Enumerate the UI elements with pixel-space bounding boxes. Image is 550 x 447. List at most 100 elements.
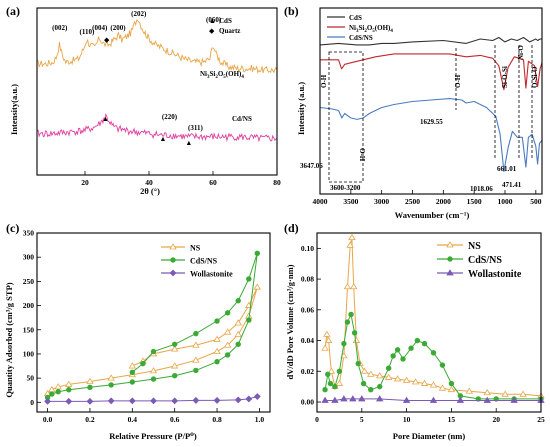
series-label-cd-ns: Cd/NS <box>232 115 252 123</box>
panel-c-xtick-label: 0.4 <box>128 415 138 424</box>
xrd-line-cd-ns <box>36 113 278 143</box>
legend-c-marker-ns <box>169 243 177 250</box>
pore-point-wollastonite <box>483 396 491 403</box>
band-label-oh-2: O-H <box>454 74 462 88</box>
pore-point-cds-ns <box>322 387 328 393</box>
panel-b-xtick-label: 4000 <box>313 197 328 206</box>
pore-point-ns <box>384 373 393 380</box>
xrd-peak-label: (002) <box>52 24 68 32</box>
isotherm-point-cds-ns <box>66 387 72 393</box>
isotherm-point-ns <box>149 367 158 374</box>
pore-point-cds-ns <box>390 353 396 359</box>
panel-d-xtick-label: 25 <box>537 415 545 424</box>
isotherm-point-wollastonite <box>171 397 179 405</box>
panel-c-label: (c) <box>6 221 19 235</box>
legend-c-label-cds-ns: CdS/NS <box>190 257 218 266</box>
pore-line-cds-ns <box>324 312 541 400</box>
xrd-peak-label: (060) <box>206 16 222 24</box>
series-label-ni3si2o5: Ni3Si2O5(OH)4 <box>200 70 244 80</box>
xrd-line-ni3si2o5 <box>36 19 278 74</box>
isotherm-point-wollastonite <box>234 396 242 404</box>
legend-c-marker-cds-ns <box>170 257 176 263</box>
panel-c-ytick-label: 0 <box>30 398 34 407</box>
isotherm-point-cds-ns <box>193 367 199 374</box>
pore-point-cds-ns <box>377 383 383 390</box>
isotherm-point-ns <box>234 330 242 337</box>
legend-cds-label: CdS <box>219 17 232 25</box>
cds-peak-label: (220) <box>162 113 178 121</box>
band-label-si-o-si: Si-O-Si <box>501 66 509 88</box>
panel-a-frame <box>36 7 278 176</box>
panel-d-ylabel: dV/dD Pore Volume (cm³/g·nm) <box>285 264 295 379</box>
isotherm-point-cds-ns <box>224 352 231 358</box>
pore-point-ns <box>483 389 491 396</box>
panel-a-xtick-label: 60 <box>209 178 217 187</box>
pore-point-ns <box>429 381 438 388</box>
peak-value-3647: 3647.06 <box>300 162 323 170</box>
panel-b-frame <box>319 7 543 195</box>
isotherm-point-ns <box>170 345 179 352</box>
isotherm-point-cds-ns <box>150 348 157 355</box>
pore-point-ns <box>360 367 369 374</box>
oh-region-box <box>328 51 364 183</box>
panel-d-ytick-label: 0.10 <box>301 244 314 253</box>
isotherm-point-ns <box>86 377 94 384</box>
pore-point-ns <box>321 344 329 351</box>
legend-quartz-marker: ◆ <box>209 27 215 35</box>
pore-point-ns <box>335 379 344 386</box>
pore-point-ns <box>367 370 375 377</box>
cds-peak-marker: ▲ <box>185 139 192 147</box>
isotherm-point-cds-ns <box>87 384 93 391</box>
isotherm-point-cds-ns <box>129 379 136 385</box>
xrd-peak-label: (200) <box>110 24 126 32</box>
isotherm-point-cds-ns <box>246 317 252 323</box>
isotherm-point-wollastonite <box>253 393 261 400</box>
band-label-o-si-o: O-Si-O <box>531 66 539 88</box>
band-label-ni-o: Ni-O <box>517 45 525 60</box>
panel-b-xtick-label: 500 <box>530 197 542 206</box>
peak-value-661: 661.01 <box>497 165 517 173</box>
band-label-oh-1: O-H <box>320 74 328 88</box>
legend-d-label-cds-ns: CdS/NS <box>468 255 502 266</box>
isotherm-point-wollastonite <box>192 396 200 404</box>
isotherm-point-cds-ns <box>49 391 55 397</box>
isotherm-point-cds-ns <box>224 310 231 316</box>
peak-value-471: 471.41 <box>502 181 522 189</box>
isotherm-point-ns <box>253 283 261 290</box>
isotherm-point-cds-ns <box>150 376 157 382</box>
panel-b-label: (b) <box>284 4 299 18</box>
isotherm-point-cds-ns <box>108 382 114 388</box>
isotherm-point-ns <box>192 356 200 363</box>
isotherm-point-cds-ns <box>214 318 220 324</box>
ftir-line-cds <box>319 36 542 46</box>
isotherm-point-wollastonite <box>65 397 73 405</box>
pore-point-wollastonite <box>331 396 339 403</box>
pore-point-ns <box>324 336 333 343</box>
panel-b-ylabel: Intensity (a.u.) <box>296 82 306 135</box>
panel-d-label: (d) <box>284 221 299 235</box>
panel-d: (d) 0 5 10 15 20 25 0.000.020.040.060.080.10 … <box>284 221 545 441</box>
pore-point-ns <box>447 385 456 393</box>
isotherm-point-cds-ns <box>55 388 61 395</box>
pore-point-ns <box>501 390 509 397</box>
panel-c-xlabel: Relative Pressure (P/P⁰) <box>109 431 197 441</box>
pore-point-ns <box>348 233 356 241</box>
pore-point-cds-ns <box>351 330 358 336</box>
xrd-peak-label: (202) <box>131 10 147 18</box>
quartz-marker: ◆ <box>104 36 110 44</box>
panel-d-ytick-label: 0.04 <box>301 336 314 345</box>
xrd-peak-label: (004) <box>92 24 108 32</box>
legend-c-label-ns: NS <box>190 244 201 253</box>
isotherm-point-ns <box>54 383 62 390</box>
panel-d-ytick-label: 0.02 <box>301 367 314 376</box>
pore-point-cds-ns <box>414 337 421 344</box>
pore-point-cds-ns <box>348 311 354 318</box>
panel-b-xtick-label: 1500 <box>467 197 482 206</box>
isotherm-line-cds-ns <box>47 253 258 398</box>
cds-peak-label: (311) <box>188 124 203 132</box>
isotherm-point-wollastonite <box>150 397 157 405</box>
pore-point-cds-ns <box>332 383 338 390</box>
panel-c-xtick-label: 0.0 <box>43 415 53 424</box>
legend-d-label-ns: NS <box>468 241 481 252</box>
panel-d-xtick-label: 5 <box>360 415 364 424</box>
